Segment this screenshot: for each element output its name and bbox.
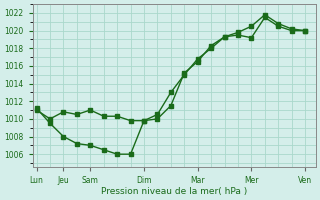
X-axis label: Pression niveau de la mer( hPa ): Pression niveau de la mer( hPa ) [101, 187, 247, 196]
